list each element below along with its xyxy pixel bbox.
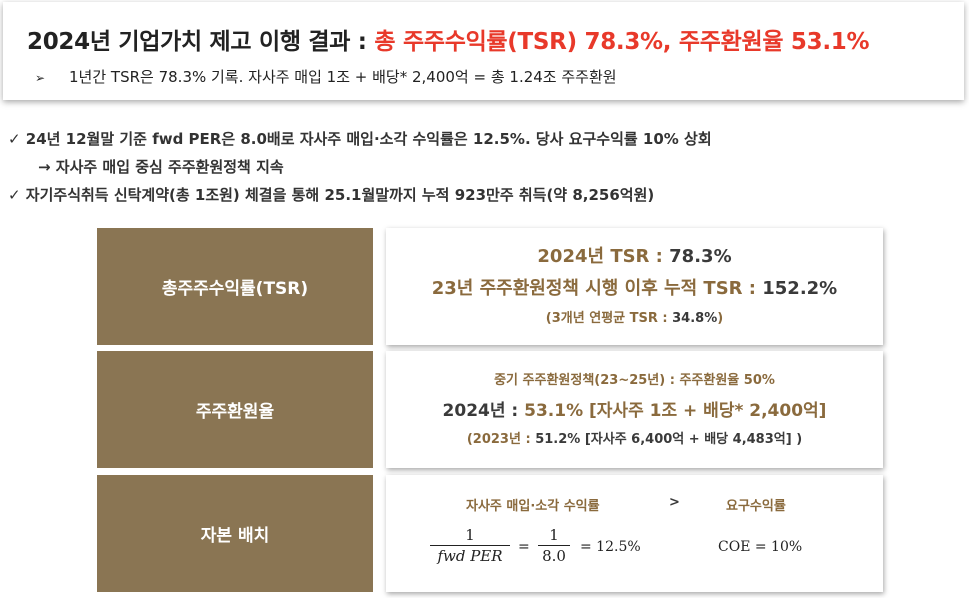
tsr-line1: 2024년 TSR : 78.3% xyxy=(537,241,731,273)
page-title: 2024년 기업가치 제고 이행 결과 : 총 주주수익률(TSR) 78.3%… xyxy=(27,22,870,56)
frac2-denominator: 8.0 xyxy=(542,547,566,565)
tsr-label-box: 총주주수익률(TSR) xyxy=(97,228,373,345)
frac2-bar xyxy=(538,545,570,546)
tsr-line3-value: 34.8% xyxy=(672,310,718,326)
tsr-label: 총주주수익률(TSR) xyxy=(161,279,309,299)
required-return-caption: 요구수익률 xyxy=(726,499,786,514)
capital-label: 자본 배치 xyxy=(200,526,270,546)
tsr-line2: 23년 주주환원정책 시행 이후 누적 TSR : 152.2% xyxy=(432,273,837,305)
tsr-line1-label: 2024년 TSR : xyxy=(537,245,670,267)
frac1-bar xyxy=(430,545,510,546)
payout-line2-value: 53.1% [자사주 1조 + 배당* 2,400억] xyxy=(524,400,827,421)
payout-content-box: 중기 주주환원정책(23~25년) : 주주환원율 50% 2024년 : 53… xyxy=(386,351,883,468)
tsr-line2-label: 23년 주주환원정책 시행 이후 누적 TSR : xyxy=(431,277,763,299)
tsr-line3-label: (3개년 연평균 TSR : xyxy=(545,310,673,326)
payout-line3: (2023년 : 51.2% [자사주 6,400억 + 배당 4,483억] … xyxy=(467,427,802,453)
tsr-content-box: 2024년 TSR : 78.3% 23년 주주환원정책 시행 이후 누적 TS… xyxy=(386,228,883,345)
frac2-numerator: 1 xyxy=(549,526,559,544)
payout-line3-value: 51.2% [자사주 6,400억 + 배당 4,483억] ) xyxy=(535,431,803,447)
tsr-line3-end: ) xyxy=(717,310,724,326)
bullet-item: ✓ 24년 12월말 기준 fwd PER은 8.0배로 자사주 매입·소각 수… xyxy=(8,130,712,148)
fraction-1-over-fwd-per: 1 fwd PER xyxy=(430,525,510,566)
equals-result: = 12.5% xyxy=(580,539,641,555)
subtitle-text: 1년간 TSR은 78.3% 기록. 자사주 매입 1조 + 배당* 2,400… xyxy=(69,68,617,86)
capital-label-box: 자본 배치 xyxy=(97,475,373,592)
equals-sign-1: = xyxy=(518,539,530,555)
bullet-list: ✓ 24년 12월말 기준 fwd PER은 8.0배로 자사주 매입·소각 수… xyxy=(8,125,712,209)
tsr-line3: (3개년 연평균 TSR : 34.8%) xyxy=(546,305,723,333)
coe-formula: COE = 10% xyxy=(718,539,803,555)
buyback-yield-caption: 자사주 매입·소각 수익률 xyxy=(466,499,600,514)
payout-label: 주주환원율 xyxy=(195,402,275,422)
title-accent: 총 주주수익률(TSR) 78.3%, 주주환원율 53.1% xyxy=(374,29,870,55)
tsr-line2-value: 152.2% xyxy=(762,277,838,299)
subtitle: ➢ 1년간 TSR은 78.3% 기록. 자사주 매입 1조 + 배당* 2,40… xyxy=(35,66,617,87)
payout-line2-label: 2024년 : xyxy=(442,400,525,421)
payout-line3-label: (2023년 : xyxy=(466,431,536,447)
title-main: 2024년 기업가치 제고 이행 결과 : xyxy=(27,29,375,55)
bullet-subitem: → 자사주 매입 중심 주주환원정책 지속 xyxy=(38,158,284,176)
frac1-denominator: fwd PER xyxy=(437,547,503,565)
payout-label-box: 주주환원율 xyxy=(97,351,373,468)
greater-than-sign: > xyxy=(669,495,680,510)
capital-content-box: 자사주 매입·소각 수익률 > 요구수익률 1 fwd PER = 1 8.0 … xyxy=(386,475,883,592)
arrow-bullet-icon: ➢ xyxy=(35,71,46,85)
payout-line1: 중기 주주환원정책(23~25년) : 주주환원율 50% xyxy=(494,372,775,388)
tsr-line1-value: 78.3% xyxy=(669,245,732,267)
bullet-item: ✓ 자기주식취득 신탁계약(총 1조원) 체결을 통해 25.1월말까지 누적 … xyxy=(8,186,655,204)
fraction-1-over-8: 1 8.0 xyxy=(538,525,570,566)
payout-line2: 2024년 : 53.1% [자사주 1조 + 배당* 2,400억] xyxy=(443,395,827,427)
header-card: 2024년 기업가치 제고 이행 결과 : 총 주주수익률(TSR) 78.3%… xyxy=(3,2,964,100)
frac1-numerator: 1 xyxy=(465,526,475,544)
